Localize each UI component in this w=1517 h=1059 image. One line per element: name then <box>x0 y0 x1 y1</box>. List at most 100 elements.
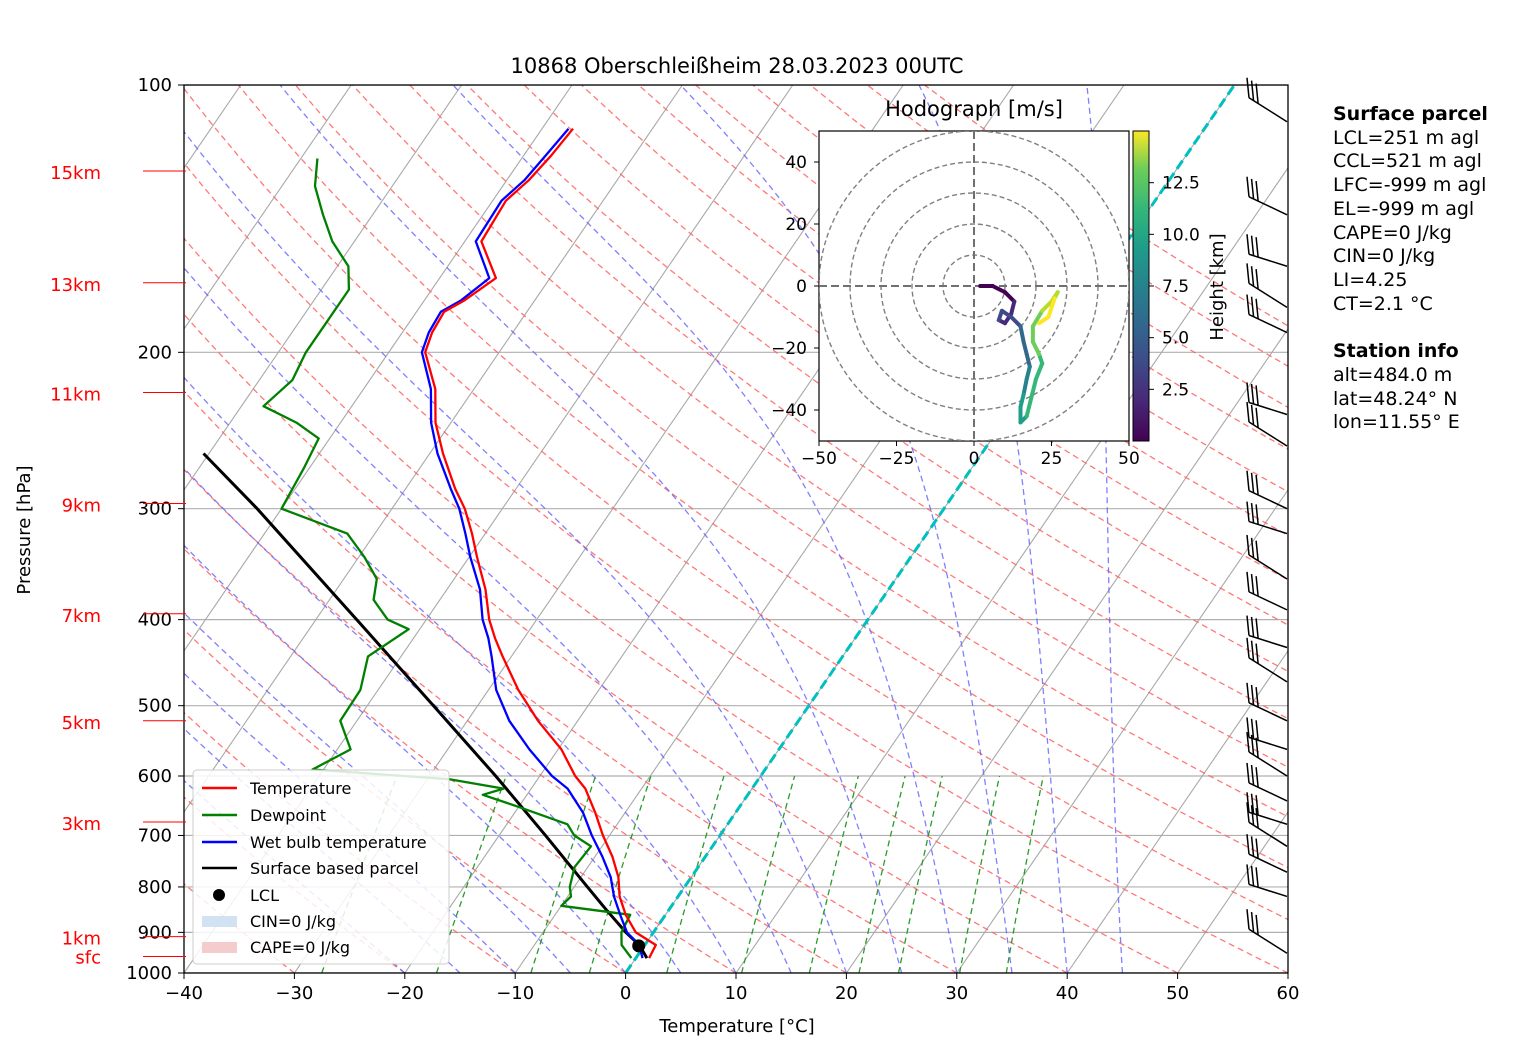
moist-adiabat <box>184 376 737 973</box>
colorbar-tick-label: 7.5 <box>1162 277 1189 297</box>
wind-barb <box>1246 234 1288 267</box>
legend-swatch-cape <box>202 942 237 953</box>
height-label: sfc <box>75 947 101 968</box>
height-label: 13km <box>50 275 101 296</box>
colorbar-tick-label: 10.0 <box>1162 225 1200 245</box>
station-info-line: lon=11.55° E <box>1333 411 1460 434</box>
mixing-ratio-line <box>435 775 507 973</box>
y-axis-label: Pressure [hPa] <box>14 465 35 594</box>
isotherm <box>845 327 1288 973</box>
dry-adiabat <box>184 547 737 973</box>
hodograph-segment <box>1024 364 1032 381</box>
wind-barb <box>1246 802 1288 847</box>
y-tick-label: 200 <box>138 342 172 363</box>
mixing-ratio-line <box>958 775 1001 973</box>
wind-barb <box>1246 834 1288 873</box>
hodograph-segment <box>1040 299 1054 313</box>
hodograph-y-tick-label: −40 <box>771 401 807 421</box>
dry-adiabat <box>184 87 1288 921</box>
lcl-marker <box>632 939 646 953</box>
y-tick-label: 700 <box>138 825 172 846</box>
dry-adiabat <box>352 85 1288 768</box>
x-tick-label: 40 <box>1056 983 1079 1004</box>
hodograph-y-tick-label: 40 <box>785 153 807 173</box>
hodograph-segment <box>1037 315 1051 326</box>
legend-swatch-cin <box>202 916 237 927</box>
wind-barb <box>1246 717 1288 751</box>
surface-parcel-line: CT=2.1 °C <box>1333 292 1433 315</box>
station-info-line: lat=48.24° N <box>1333 387 1458 410</box>
wind-barb <box>1246 470 1288 510</box>
y-tick-label: 600 <box>138 766 172 787</box>
isotherm <box>184 85 683 813</box>
isotherm <box>184 85 573 652</box>
wind-barb <box>1246 176 1288 216</box>
colorbar-tick-label: 5.0 <box>1162 329 1189 349</box>
moist-adiabat <box>184 130 848 973</box>
hodograph-segment <box>1046 296 1057 319</box>
hodograph-segment <box>1009 315 1023 329</box>
wind-barb <box>1246 401 1288 447</box>
series-temperature-line <box>424 127 657 959</box>
x-tick-label: 0 <box>620 983 631 1004</box>
legend: Temperature Dewpoint Wet bulb temperatur… <box>192 769 450 965</box>
x-tick-label: −20 <box>386 983 424 1004</box>
colorbar-label: Height [km] <box>1207 233 1228 340</box>
dry-adiabat <box>184 162 1288 973</box>
dry-adiabat <box>184 313 1068 973</box>
mixing-ratio-line <box>808 775 859 973</box>
mixing-ratio-line <box>666 775 725 973</box>
y-tick-label: 400 <box>138 610 172 631</box>
surface-parcel-line: CIN=0 J/kg <box>1333 245 1436 268</box>
x-axis-label: Temperature [°C] <box>658 1016 814 1037</box>
hodograph-colorbar <box>1132 130 1150 442</box>
wind-barb <box>1246 263 1288 309</box>
surface-parcel-line: CAPE=0 J/kg <box>1333 221 1452 244</box>
hodograph-title: Hodograph [m/s] <box>885 97 1063 121</box>
moist-adiabat <box>452 85 958 973</box>
wind-barb <box>1246 682 1288 722</box>
hodograph-x-tick-label: −50 <box>801 449 837 469</box>
legend-temperature: Temperature <box>249 779 351 798</box>
hodograph-y-tick-label: 0 <box>796 277 807 297</box>
wind-barb <box>1246 864 1288 898</box>
legend-wetbulb: Wet bulb temperature <box>250 833 427 852</box>
isotherm <box>956 488 1288 973</box>
wind-barb <box>1246 382 1288 416</box>
hodograph-y-tick-label: −20 <box>771 339 807 359</box>
hodograph-segment <box>1018 324 1026 344</box>
legend-cin: CIN=0 J/kg <box>250 912 336 931</box>
colorbar-tick-label: 2.5 <box>1162 380 1189 400</box>
axes-ticks: −40 −30 −20 −10 0 10 20 30 40 50 60100200300400500… <box>126 75 1299 1004</box>
hodograph-segment <box>1021 377 1029 397</box>
wind-barbs <box>1246 77 1288 954</box>
hodograph-segment <box>1030 339 1042 357</box>
series-wetbulb-line <box>420 127 644 959</box>
y-tick-label: 500 <box>138 696 172 717</box>
info-panel: Surface parcel LCL=251 m agl CCL=521 m a… <box>1333 103 1488 435</box>
series-dewpoint-line <box>262 158 633 959</box>
hodograph-segment <box>1003 290 1017 304</box>
isotherm <box>1066 649 1288 973</box>
moist-adiabat <box>184 467 682 973</box>
hodograph-segment <box>1021 339 1029 357</box>
hodograph-segment <box>1034 361 1045 381</box>
dry-adiabat <box>184 390 958 973</box>
y-tick-label: 1000 <box>126 963 172 984</box>
x-tick-label: −40 <box>165 983 203 1004</box>
mixing-ratio-line <box>588 775 652 973</box>
chart-title: 10868 Oberschleißheim 28.03.2023 00UTC <box>511 54 964 78</box>
x-tick-label: −30 <box>275 983 313 1004</box>
surface-parcel-line: CCL=521 m agl <box>1333 150 1482 173</box>
wind-barb <box>1246 294 1288 334</box>
height-label: 11km <box>50 385 101 406</box>
mixing-ratio-line <box>858 775 906 973</box>
wind-barb <box>1246 501 1288 535</box>
hodograph-segment <box>1009 299 1017 316</box>
mixing-ratio-line <box>740 775 796 973</box>
hodograph-y-tick-label: 20 <box>785 215 807 235</box>
dry-adiabat <box>695 85 1288 493</box>
wind-barb <box>1246 731 1288 777</box>
dry-adiabat <box>184 468 847 973</box>
